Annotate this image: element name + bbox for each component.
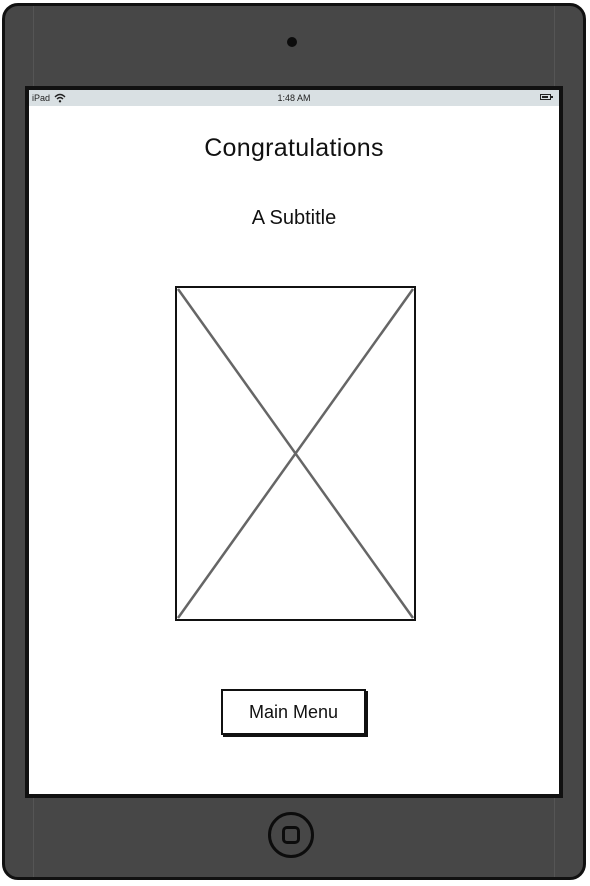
home-button[interactable] — [268, 812, 314, 858]
image-placeholder-icon — [175, 286, 416, 621]
battery-icon — [540, 94, 553, 100]
camera-icon — [287, 37, 297, 47]
status-time: 1:48 AM — [277, 93, 311, 103]
device-label: iPad — [32, 93, 51, 103]
home-button-icon — [282, 826, 300, 844]
page-subtitle: A Subtitle — [251, 207, 337, 229]
status-carrier: iPad — [32, 90, 66, 106]
screen: iPad 1:48 AM Congratulations A Subtitle … — [25, 86, 563, 798]
page-title: Congratulations — [204, 134, 384, 162]
status-bar: iPad 1:48 AM — [29, 90, 559, 106]
main-menu-button[interactable]: Main Menu — [221, 689, 366, 735]
wifi-icon — [54, 93, 66, 103]
